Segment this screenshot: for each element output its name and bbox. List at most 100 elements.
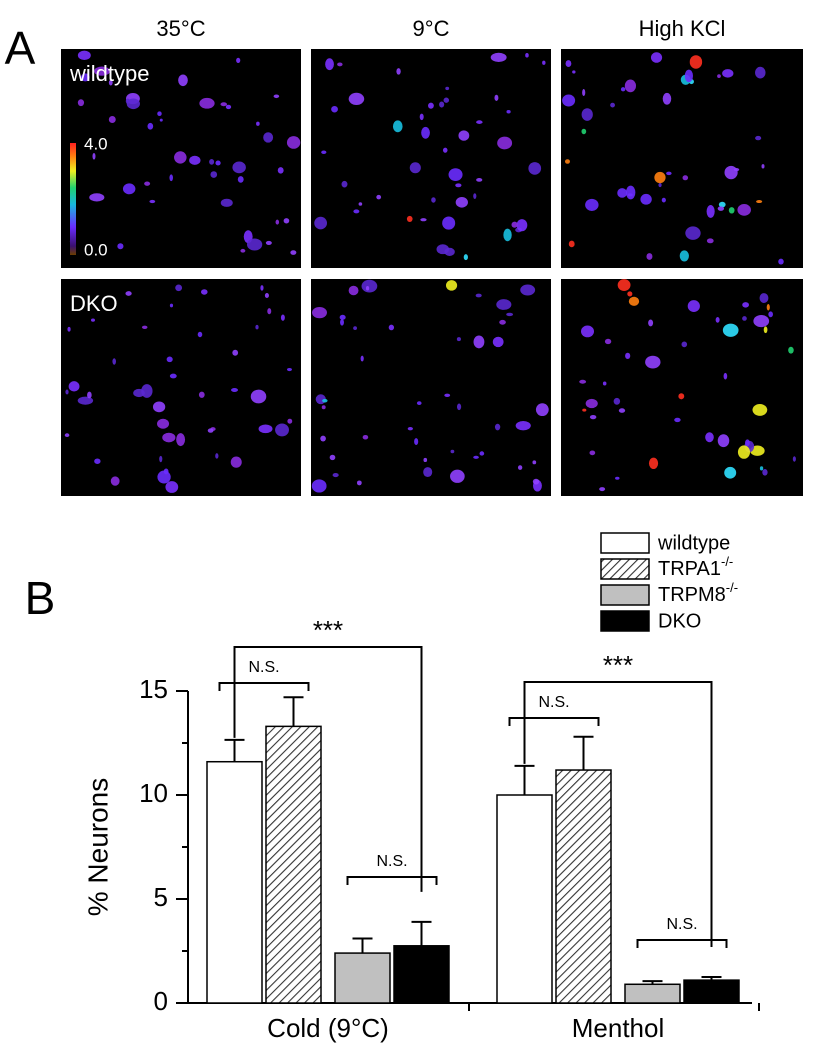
cell	[648, 319, 654, 327]
cell	[231, 388, 238, 393]
error-bar	[411, 920, 432, 946]
cell	[654, 171, 666, 184]
cell	[602, 381, 607, 386]
cell	[532, 478, 540, 485]
cell	[275, 219, 280, 225]
cell	[110, 476, 120, 486]
cell	[341, 180, 348, 188]
cell	[624, 79, 637, 93]
cell	[147, 122, 154, 130]
cell	[515, 420, 531, 431]
cell	[473, 455, 479, 459]
cell	[108, 116, 116, 124]
bar	[393, 945, 450, 1004]
colorbar-label: 0.0	[84, 240, 108, 259]
cell	[666, 171, 672, 176]
cell	[517, 465, 523, 470]
cell	[230, 456, 242, 468]
cell	[275, 423, 289, 437]
cell	[89, 193, 105, 202]
cell	[759, 466, 764, 471]
cell	[662, 92, 672, 105]
cell	[525, 52, 529, 58]
significance-bracket	[636, 939, 728, 948]
bar	[206, 760, 263, 1004]
cell	[589, 415, 597, 420]
cell	[506, 312, 514, 317]
cell	[678, 393, 685, 400]
cell	[360, 355, 364, 362]
significance-label: ***	[313, 615, 343, 645]
cell	[717, 74, 721, 79]
cell	[728, 207, 735, 214]
panel-label: A	[5, 22, 36, 74]
cell	[322, 398, 328, 403]
colorbar	[70, 143, 76, 255]
cell	[175, 284, 183, 292]
cell	[232, 161, 246, 174]
cell	[215, 160, 221, 166]
cell	[163, 468, 169, 475]
cell	[445, 280, 458, 291]
cell	[376, 194, 382, 200]
cell	[246, 238, 263, 251]
cell	[458, 130, 470, 141]
cell	[256, 121, 260, 126]
cell	[450, 469, 465, 483]
colorbar-label: 4.0	[84, 134, 108, 153]
cell	[613, 397, 621, 405]
cell	[174, 151, 187, 164]
cell	[450, 449, 455, 454]
cell	[499, 319, 506, 325]
cell	[250, 389, 267, 404]
cell	[496, 299, 512, 310]
cell	[646, 253, 653, 260]
cell	[542, 60, 546, 65]
cell	[210, 171, 218, 178]
cell	[339, 314, 346, 320]
error-bar	[642, 980, 663, 985]
micrograph	[561, 279, 803, 496]
cell	[77, 99, 85, 107]
cell	[358, 202, 363, 206]
cell	[689, 55, 703, 69]
cell	[337, 62, 343, 67]
cell	[792, 456, 796, 462]
cell	[133, 388, 145, 398]
cell	[442, 216, 456, 230]
cell	[267, 308, 272, 315]
micrograph	[61, 279, 301, 496]
cell	[283, 218, 290, 224]
cell	[503, 228, 512, 242]
cell	[112, 358, 116, 365]
cell	[80, 73, 90, 82]
bar	[334, 952, 391, 1004]
cell	[225, 104, 232, 110]
cell	[240, 248, 246, 253]
panel-label: B	[25, 572, 56, 624]
cell	[755, 135, 762, 141]
significance-bracket	[508, 717, 600, 726]
cell	[255, 324, 259, 330]
cell	[258, 424, 273, 434]
cell	[280, 314, 285, 321]
legend-label: TRPA1-/-	[658, 554, 733, 580]
legend-label: wildtype	[657, 532, 730, 554]
cell	[706, 238, 714, 244]
cell	[778, 258, 784, 265]
cell	[463, 254, 468, 261]
cell	[122, 183, 136, 195]
error-bar	[573, 735, 594, 771]
cell	[756, 200, 763, 204]
cell	[444, 247, 455, 256]
cell	[265, 240, 272, 245]
cell	[428, 102, 434, 109]
cell	[506, 110, 511, 114]
cell	[580, 325, 595, 338]
cell	[406, 215, 413, 223]
cell	[455, 183, 462, 188]
cell	[681, 341, 688, 348]
cell	[169, 303, 174, 308]
cell	[615, 476, 620, 480]
x-tick-label: Menthol	[572, 1013, 665, 1043]
